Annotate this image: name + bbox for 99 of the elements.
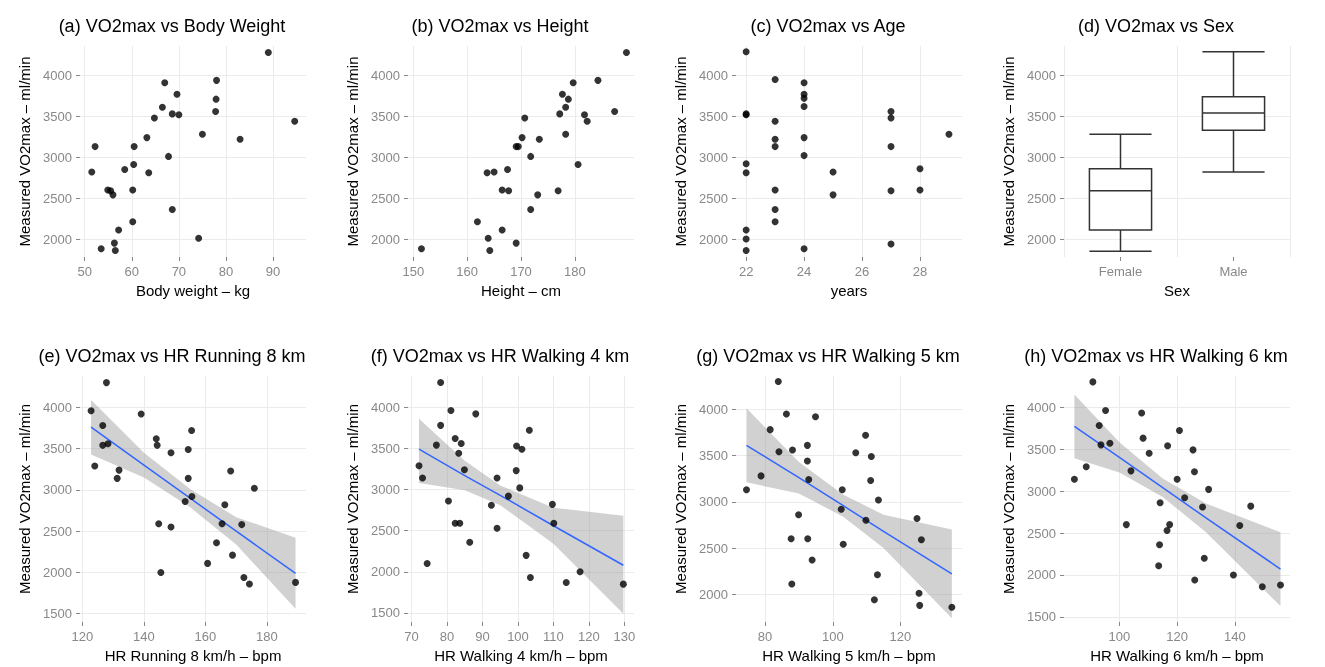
y-tick-label: 2500: [371, 523, 400, 539]
y-tick-label: 2500: [43, 190, 72, 206]
y-tick-label: 3500: [371, 108, 400, 124]
y-tick-label: 1500: [371, 605, 400, 621]
x-tick-label: 140: [1224, 629, 1246, 644]
x-tick-label: 140: [133, 629, 155, 644]
y-tick-label: 2500: [699, 540, 728, 556]
x-tick-label: 28: [912, 264, 928, 279]
y-tick-label: 4000: [1027, 399, 1056, 415]
x-tick-label: 80: [757, 629, 773, 644]
x-tick-label: 120: [889, 629, 912, 644]
x-tick-label: 160: [456, 264, 479, 279]
y-tick-label: 3000: [699, 494, 728, 510]
y-tick-label: 2000: [1027, 231, 1056, 247]
x-tick-label: Female: [1098, 264, 1143, 279]
y-axis-title: Measured VO2max – ml/min: [1000, 403, 1017, 595]
y-tick-label: 3500: [1027, 108, 1056, 124]
y-tick-label: 4000: [371, 399, 400, 415]
y-tick-label: 1500: [43, 606, 72, 622]
y-tick-label: 2000: [1027, 567, 1056, 583]
x-axis-title: Body weight – kg: [135, 282, 251, 299]
x-tick-label: 150: [402, 264, 425, 279]
x-tick-label: 100: [507, 629, 529, 644]
x-tick-label: 70: [171, 264, 187, 279]
x-tick-label: 50: [77, 264, 92, 279]
y-tick-label: 2000: [699, 586, 728, 602]
x-tick-label: 22: [738, 264, 754, 279]
x-tick-label: 120: [578, 629, 600, 644]
x-tick-label: 24: [796, 264, 812, 279]
y-tick-label: 2000: [699, 231, 728, 247]
y-tick-label: 3500: [1027, 441, 1056, 457]
y-tick-label: 3500: [371, 440, 400, 456]
x-tick-label: 170: [510, 264, 532, 279]
y-tick-label: 2500: [1027, 525, 1056, 541]
x-axis-title: HR Walking 4 km/h – bpm: [434, 647, 608, 664]
chart-title: (a) VO2max vs Body Weight: [58, 16, 286, 36]
x-tick-label: 60: [124, 264, 140, 279]
x-tick-label: 80: [439, 629, 455, 644]
x-axis-title: Height – cm: [480, 282, 562, 299]
x-tick-label: 90: [265, 264, 281, 279]
x-axis-title: years: [830, 282, 868, 299]
y-tick-label: 3500: [699, 448, 728, 464]
x-tick-label: 90: [475, 629, 490, 644]
y-tick-label: 2500: [699, 190, 728, 206]
x-tick-label: Male: [1219, 264, 1248, 279]
x-tick-label: 110: [543, 629, 564, 644]
y-axis-title: Measured VO2max – ml/min: [672, 56, 689, 247]
y-tick-label: 3000: [1027, 149, 1056, 165]
y-tick-label: 2500: [1027, 190, 1056, 206]
y-tick-label: 3500: [43, 108, 72, 124]
y-tick-label: 4000: [1027, 67, 1056, 83]
x-tick-label: 180: [256, 629, 278, 644]
y-axis-title: Measured VO2max – ml/min: [1000, 56, 1017, 247]
y-tick-label: 2000: [371, 564, 400, 580]
x-tick-label: 100: [1108, 629, 1131, 644]
y-tick-label: 4000: [43, 67, 72, 83]
y-tick-label: 2500: [43, 523, 72, 539]
y-tick-label: 3000: [371, 149, 400, 165]
y-tick-label: 4000: [43, 399, 72, 415]
chart-title: (h) VO2max vs HR Walking 6 km: [1024, 346, 1288, 366]
y-tick-label: 3000: [43, 482, 72, 498]
x-axis-title: HR Walking 5 km/h – bpm: [762, 647, 936, 664]
y-tick-label: 4000: [699, 401, 728, 417]
y-tick-label: 4000: [699, 67, 728, 83]
x-tick-label: 70: [404, 629, 419, 644]
chart-title: (e) VO2max vs HR Running 8 km: [38, 346, 306, 366]
y-tick-label: 2000: [43, 231, 72, 247]
x-tick-label: 130: [613, 629, 636, 644]
y-tick-label: 4000: [371, 67, 400, 83]
chart-title: (g) VO2max vs HR Walking 5 km: [696, 346, 960, 366]
y-axis-title: Measured VO2max – ml/min: [344, 403, 361, 595]
x-tick-label: 80: [218, 264, 234, 279]
x-tick-label: 180: [563, 264, 586, 279]
chart-title: (d) VO2max vs Sex: [1077, 16, 1235, 36]
y-tick-label: 1500: [1027, 609, 1056, 625]
y-tick-label: 3500: [43, 441, 72, 457]
chart-title: (c) VO2max vs Age: [750, 16, 906, 36]
x-axis-title: Sex: [1164, 282, 1191, 299]
x-axis-title: HR Walking 6 km/h – bpm: [1090, 647, 1264, 664]
y-tick-label: 2000: [371, 231, 400, 247]
x-tick-label: 26: [854, 264, 870, 279]
y-tick-label: 3500: [699, 108, 728, 124]
y-axis-title: Measured VO2max – ml/min: [344, 56, 361, 247]
y-tick-label: 2000: [43, 564, 72, 580]
chart-title: (b) VO2max vs Height: [411, 16, 589, 36]
x-axis-title: HR Running 8 km/h – bpm: [104, 647, 282, 664]
chart-title: (f) VO2max vs HR Walking 4 km: [370, 346, 630, 366]
y-tick-label: 2500: [371, 190, 400, 206]
y-tick-label: 3000: [699, 149, 728, 165]
y-axis-title: Measured VO2max – ml/min: [16, 403, 33, 595]
y-axis-title: Measured VO2max – ml/min: [672, 403, 689, 595]
y-tick-label: 3000: [1027, 483, 1056, 499]
y-axis-title: Measured VO2max – ml/min: [16, 56, 33, 247]
y-tick-label: 3000: [43, 149, 72, 165]
x-tick-label: 120: [71, 629, 94, 644]
x-tick-label: 100: [821, 629, 844, 644]
y-tick-label: 3000: [371, 482, 400, 498]
x-tick-label: 160: [194, 629, 217, 644]
x-tick-label: 120: [1166, 629, 1188, 644]
